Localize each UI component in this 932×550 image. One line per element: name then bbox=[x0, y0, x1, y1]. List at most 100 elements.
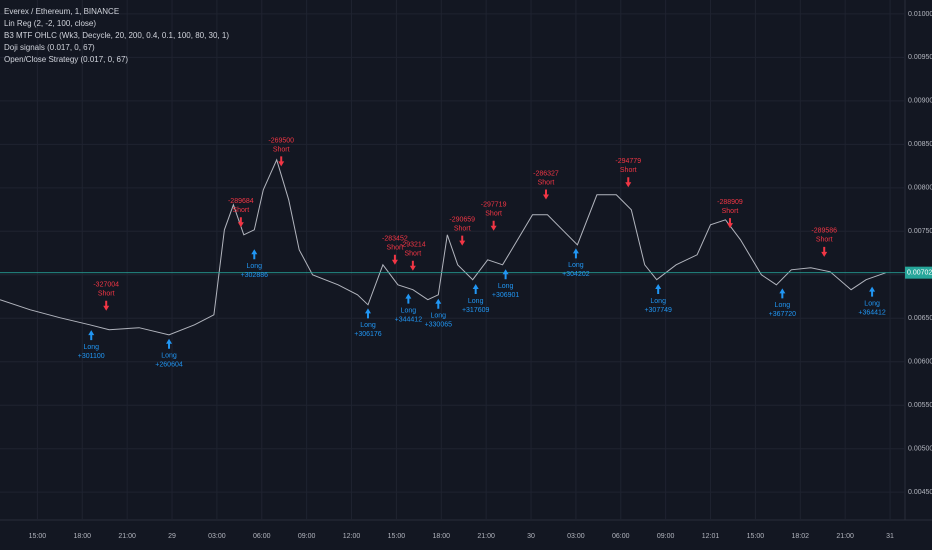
signal-kind: Short bbox=[273, 146, 290, 153]
x-tick-label: 21:00 bbox=[477, 533, 495, 540]
short-arrow bbox=[278, 156, 285, 167]
signal-kind: Short bbox=[485, 211, 502, 218]
y-tick-label: 0.0095000 bbox=[908, 54, 932, 61]
signal-value: -294779 bbox=[615, 158, 641, 165]
long-arrow bbox=[251, 249, 258, 260]
signal-kind: Short bbox=[620, 167, 637, 174]
signal-value: -327004 bbox=[93, 282, 119, 289]
signal-value: +306176 bbox=[354, 331, 382, 338]
x-tick-label: 03:00 bbox=[208, 533, 226, 540]
long-arrow bbox=[779, 288, 786, 299]
long-arrow bbox=[572, 248, 579, 259]
signal-value: +260604 bbox=[155, 362, 183, 369]
signal-kind: Short bbox=[404, 251, 421, 258]
signal-kind: Short bbox=[454, 225, 471, 232]
signal-kind: Long bbox=[775, 302, 791, 309]
last-price-label: 0.0070244 bbox=[907, 270, 932, 277]
signal-value: +330065 bbox=[425, 322, 453, 329]
last-price-box bbox=[905, 266, 932, 279]
x-tick-label: 18:00 bbox=[433, 533, 451, 540]
x-tick-label: 31 bbox=[886, 533, 894, 540]
signal-value: -283452 bbox=[382, 236, 408, 243]
short-arrow bbox=[103, 300, 110, 311]
short-arrow bbox=[726, 218, 733, 229]
signal-value: -290659 bbox=[449, 216, 475, 223]
long-arrow bbox=[472, 284, 479, 294]
long-arrow bbox=[166, 338, 173, 349]
signal-kind: Long bbox=[468, 298, 484, 305]
signal-value: +344412 bbox=[395, 316, 423, 323]
y-tick-label: 0.0055000 bbox=[908, 402, 932, 409]
x-tick-label: 21:00 bbox=[118, 533, 136, 540]
signal-kind: Short bbox=[387, 245, 404, 252]
x-tick-label: 15:00 bbox=[388, 533, 406, 540]
x-tick-label: 21:00 bbox=[836, 533, 854, 540]
y-tick-label: 0.0075000 bbox=[908, 228, 932, 235]
signal-value: +302886 bbox=[241, 272, 269, 279]
long-arrow bbox=[655, 284, 662, 294]
signal-kind: Short bbox=[538, 179, 555, 186]
indicator-label: Lin Reg (2, -2, 100, close) bbox=[4, 19, 96, 28]
signal-kind: Short bbox=[232, 207, 249, 214]
long-arrow bbox=[88, 330, 95, 341]
y-tick-label: 0.0090000 bbox=[908, 98, 932, 105]
short-arrow bbox=[459, 235, 466, 246]
signal-value: +306901 bbox=[492, 292, 520, 299]
y-tick-label: 0.0060000 bbox=[908, 359, 932, 366]
signal-value: +367720 bbox=[769, 311, 797, 318]
x-tick-label: 18:00 bbox=[74, 533, 92, 540]
y-tick-label: 0.0050000 bbox=[908, 446, 932, 453]
signal-value: -289684 bbox=[228, 198, 254, 205]
signal-value: +304202 bbox=[562, 271, 590, 278]
short-arrow bbox=[542, 189, 549, 200]
signal-value: -297719 bbox=[481, 202, 507, 209]
signal-kind: Short bbox=[722, 208, 739, 215]
short-arrow bbox=[391, 254, 398, 265]
indicator-label: B3 MTF OHLC (Wk3, Decycle, 20, 200, 0.4,… bbox=[4, 31, 229, 40]
x-tick-label: 06:00 bbox=[253, 533, 271, 540]
signal-kind: Long bbox=[498, 283, 514, 290]
signal-value: -289586 bbox=[811, 228, 837, 235]
short-arrow bbox=[237, 217, 244, 228]
x-tick-label: 03:00 bbox=[567, 533, 585, 540]
signal-kind: Long bbox=[247, 263, 263, 270]
signal-value: -293214 bbox=[400, 242, 426, 249]
signal-kind: Long bbox=[401, 307, 417, 314]
y-tick-label: 0.0080000 bbox=[908, 185, 932, 192]
signal-kind: Long bbox=[83, 344, 99, 351]
indicator-label: Doji signals (0.017, 0, 67) bbox=[4, 43, 95, 52]
short-arrow bbox=[821, 246, 828, 257]
signal-kind: Long bbox=[431, 313, 447, 320]
signal-value: -269500 bbox=[268, 137, 294, 144]
short-arrow bbox=[625, 177, 632, 188]
x-tick-label: 29 bbox=[168, 533, 176, 540]
y-tick-label: 0.0085000 bbox=[908, 141, 932, 148]
x-tick-label: 09:00 bbox=[298, 533, 316, 540]
long-arrow bbox=[502, 269, 509, 280]
indicator-label: Open/Close Strategy (0.017, 0, 67) bbox=[4, 55, 128, 64]
x-tick-label: 12:01 bbox=[702, 533, 720, 540]
signal-kind: Short bbox=[98, 291, 115, 298]
signal-kind: Long bbox=[161, 353, 177, 360]
long-arrow bbox=[869, 286, 876, 297]
signal-kind: Short bbox=[816, 237, 833, 244]
signal-value: +317609 bbox=[462, 307, 490, 314]
y-tick-label: 0.0045000 bbox=[908, 489, 932, 496]
signal-value: -288909 bbox=[717, 199, 743, 206]
long-arrow bbox=[364, 308, 371, 319]
signal-value: +301100 bbox=[78, 353, 105, 360]
short-arrow bbox=[490, 220, 497, 231]
y-tick-label: 0.0100000 bbox=[908, 11, 932, 18]
x-tick-label: 30 bbox=[527, 533, 535, 540]
signal-value: +307749 bbox=[644, 307, 672, 314]
long-arrow bbox=[435, 298, 442, 309]
plot: Long +301100 Long +260604 Long +302886 Long +30… bbox=[0, 137, 905, 369]
x-tick-label: 09:00 bbox=[657, 533, 675, 540]
signal-kind: Long bbox=[650, 298, 666, 305]
long-arrow bbox=[405, 293, 412, 304]
x-tick-label: 15:00 bbox=[747, 533, 765, 540]
x-tick-label: 06:00 bbox=[612, 533, 630, 540]
grid bbox=[0, 0, 905, 520]
x-tick-label: 12:00 bbox=[343, 533, 361, 540]
signal-kind: Long bbox=[864, 300, 880, 307]
